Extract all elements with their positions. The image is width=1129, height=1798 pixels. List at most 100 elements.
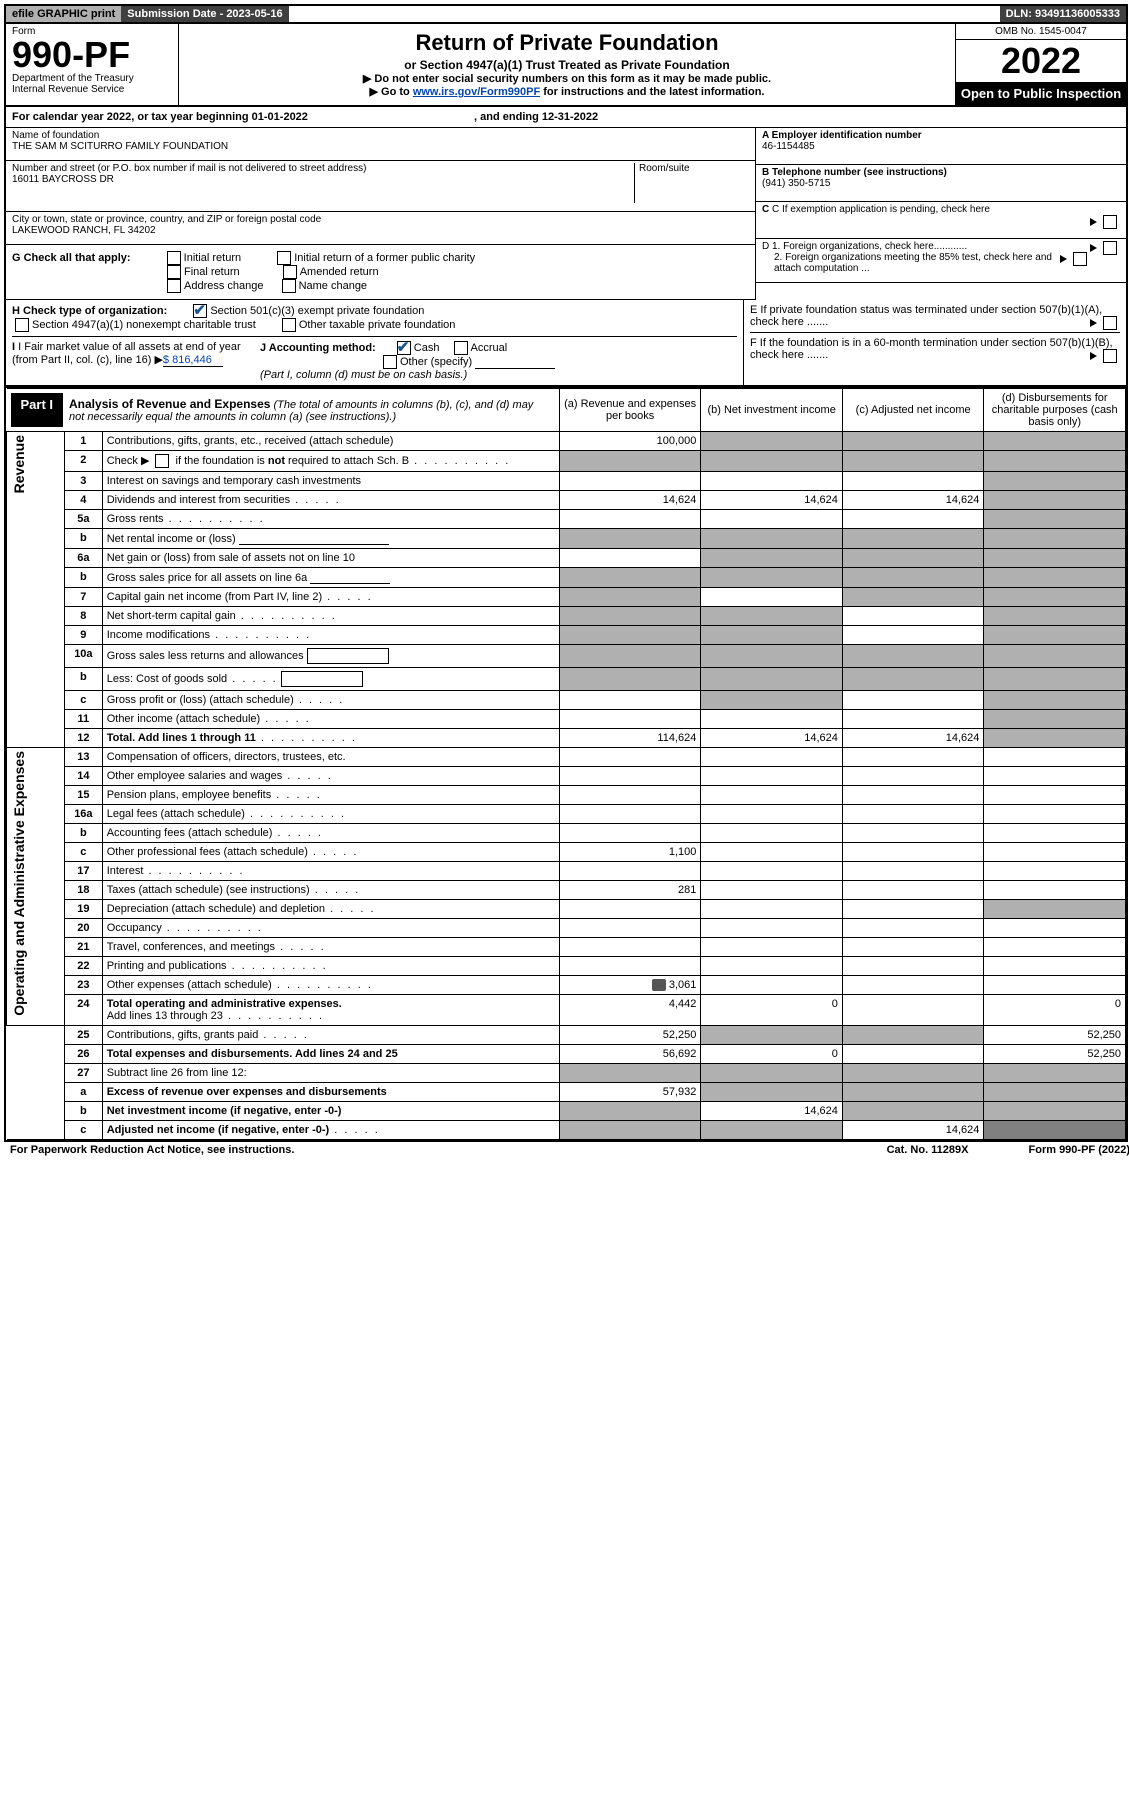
tax-year: 2022 bbox=[956, 40, 1126, 82]
col-b-header: (b) Net investment income bbox=[701, 389, 843, 432]
table-row: 21Travel, conferences, and meetings bbox=[7, 938, 1126, 957]
schb-checkbox[interactable] bbox=[155, 454, 169, 468]
form-header: Form 990-PF Department of the Treasury I… bbox=[6, 24, 1126, 107]
table-row: 2Check ▶ if the foundation is not requir… bbox=[7, 451, 1126, 472]
cat-no: Cat. No. 11289X bbox=[887, 1144, 969, 1156]
other-taxable-checkbox[interactable] bbox=[282, 318, 296, 332]
table-row: 26Total expenses and disbursements. Add … bbox=[7, 1045, 1126, 1064]
60month-checkbox[interactable] bbox=[1103, 349, 1117, 363]
initial-former-checkbox[interactable] bbox=[277, 251, 291, 265]
table-row: 19Depreciation (attach schedule) and dep… bbox=[7, 900, 1126, 919]
initial-return-checkbox[interactable] bbox=[167, 251, 181, 265]
page-footer: For Paperwork Reduction Act Notice, see … bbox=[4, 1142, 1129, 1158]
table-row: 20Occupancy bbox=[7, 919, 1126, 938]
section-g: G Check all that apply: Initial return I… bbox=[6, 245, 755, 300]
table-row: 7Capital gain net income (from Part IV, … bbox=[7, 588, 1126, 607]
foreign-checkbox[interactable] bbox=[1103, 241, 1117, 255]
foundation-name-field: Name of foundation THE SAM M SCITURRO FA… bbox=[6, 128, 755, 161]
dept-label: Department of the Treasury bbox=[12, 73, 172, 84]
table-row: cOther professional fees (attach schedul… bbox=[7, 843, 1126, 862]
col-a-header: (a) Revenue and expenses per books bbox=[559, 389, 701, 432]
col-d-header: (d) Disbursements for charitable purpose… bbox=[984, 389, 1126, 432]
fmv-value: $ 816,446 bbox=[163, 354, 223, 367]
street-field: Number and street (or P.O. box number if… bbox=[6, 161, 755, 212]
part1-desc: Analysis of Revenue and Expenses (The to… bbox=[63, 393, 555, 427]
attachment-icon[interactable] bbox=[652, 979, 666, 991]
form-990pf: efile GRAPHIC print Submission Date - 20… bbox=[4, 4, 1128, 1142]
table-row: 23Other expenses (attach schedule)3,061 bbox=[7, 976, 1126, 995]
table-row: 9Income modifications bbox=[7, 626, 1126, 645]
info-section: Name of foundation THE SAM M SCITURRO FA… bbox=[6, 128, 1126, 300]
analysis-table: Part I Analysis of Revenue and Expenses … bbox=[6, 388, 1126, 1140]
header-mid: Return of Private Foundation or Section … bbox=[179, 24, 955, 105]
ein-value: 46-1154485 bbox=[762, 141, 815, 152]
hij-left: H Check type of organization: Section 50… bbox=[6, 300, 743, 385]
goto-note: ▶ Go to www.irs.gov/Form990PF for instru… bbox=[185, 85, 949, 98]
street-address: 16011 BAYCROSS DR bbox=[12, 174, 634, 185]
foreign85-checkbox[interactable] bbox=[1073, 252, 1087, 266]
4947-checkbox[interactable] bbox=[15, 318, 29, 332]
table-row: 10aGross sales less returns and allowanc… bbox=[7, 645, 1126, 668]
foreign-field: D 1. Foreign organizations, check here..… bbox=[756, 239, 1126, 283]
name-change-checkbox[interactable] bbox=[282, 279, 296, 293]
info-left: Name of foundation THE SAM M SCITURRO FA… bbox=[6, 128, 755, 300]
ssn-note: ▶ Do not enter social security numbers o… bbox=[185, 72, 949, 85]
other-method-checkbox[interactable] bbox=[383, 355, 397, 369]
col-c-header: (c) Adjusted net income bbox=[842, 389, 984, 432]
dln: DLN: 93491136005333 bbox=[1000, 6, 1126, 22]
city-value: LAKEWOOD RANCH, FL 34202 bbox=[12, 225, 749, 236]
room-label: Room/suite bbox=[639, 163, 749, 174]
table-row: 16aLegal fees (attach schedule) bbox=[7, 805, 1126, 824]
header-right: OMB No. 1545-0047 2022 Open to Public In… bbox=[955, 24, 1126, 105]
form-title: Return of Private Foundation bbox=[185, 30, 949, 56]
address-change-checkbox[interactable] bbox=[167, 279, 181, 293]
table-row: 18Taxes (attach schedule) (see instructi… bbox=[7, 881, 1126, 900]
table-row: 25Contributions, gifts, grants paid52,25… bbox=[7, 1026, 1126, 1045]
info-right: A Employer identification number 46-1154… bbox=[755, 128, 1126, 300]
table-row: Operating and Administrative Expenses 13… bbox=[7, 748, 1126, 767]
table-row: 15Pension plans, employee benefits bbox=[7, 786, 1126, 805]
table-row: 3Interest on savings and temporary cash … bbox=[7, 472, 1126, 491]
table-row: bLess: Cost of goods sold bbox=[7, 668, 1126, 691]
arrow-icon bbox=[1090, 244, 1097, 252]
table-row: 6aNet gain or (loss) from sale of assets… bbox=[7, 549, 1126, 568]
arrow-icon bbox=[1090, 319, 1097, 327]
table-row: 5aGross rents bbox=[7, 510, 1126, 529]
final-return-checkbox[interactable] bbox=[167, 265, 181, 279]
calendar-year-row: For calendar year 2022, or tax year begi… bbox=[6, 107, 1126, 128]
instructions-link[interactable]: www.irs.gov/Form990PF bbox=[413, 86, 540, 98]
part1-label: Part I bbox=[11, 393, 64, 427]
table-row: Revenue 1Contributions, gifts, grants, e… bbox=[7, 432, 1126, 451]
paperwork-notice: For Paperwork Reduction Act Notice, see … bbox=[10, 1144, 294, 1156]
amended-return-checkbox[interactable] bbox=[283, 265, 297, 279]
irs-label: Internal Revenue Service bbox=[12, 84, 172, 95]
501c3-checkbox[interactable] bbox=[193, 304, 207, 318]
expenses-side-label: Operating and Administrative Expenses bbox=[11, 751, 27, 1016]
table-row: bNet investment income (if negative, ent… bbox=[7, 1102, 1126, 1121]
table-row: 8Net short-term capital gain bbox=[7, 607, 1126, 626]
efile-label: efile GRAPHIC print bbox=[6, 6, 121, 22]
table-row: bAccounting fees (attach schedule) bbox=[7, 824, 1126, 843]
pending-checkbox[interactable] bbox=[1103, 215, 1117, 229]
table-row: 12Total. Add lines 1 through 11114,62414… bbox=[7, 729, 1126, 748]
header-left: Form 990-PF Department of the Treasury I… bbox=[6, 24, 179, 105]
arrow-icon bbox=[1090, 218, 1097, 226]
form-subtitle: or Section 4947(a)(1) Trust Treated as P… bbox=[185, 58, 949, 72]
terminated-checkbox[interactable] bbox=[1103, 316, 1117, 330]
omb-number: OMB No. 1545-0047 bbox=[956, 24, 1126, 40]
table-row: bNet rental income or (loss) bbox=[7, 529, 1126, 549]
phone-field: B Telephone number (see instructions) (9… bbox=[756, 165, 1126, 202]
submission-date: Submission Date - 2023-05-16 bbox=[121, 6, 288, 22]
accrual-checkbox[interactable] bbox=[454, 341, 468, 355]
foundation-name: THE SAM M SCITURRO FAMILY FOUNDATION bbox=[12, 141, 749, 152]
table-row: aExcess of revenue over expenses and dis… bbox=[7, 1083, 1126, 1102]
cash-checkbox[interactable] bbox=[397, 341, 411, 355]
ein-field: A Employer identification number 46-1154… bbox=[756, 128, 1126, 165]
phone-value: (941) 350-5715 bbox=[762, 178, 830, 189]
form-ref: Form 990-PF (2022) bbox=[1029, 1144, 1129, 1156]
table-row: cAdjusted net income (if negative, enter… bbox=[7, 1121, 1126, 1140]
pending-field: C C If exemption application is pending,… bbox=[756, 202, 1126, 239]
hij-right: E If private foundation status was termi… bbox=[743, 300, 1126, 385]
city-field: City or town, state or province, country… bbox=[6, 212, 755, 245]
table-row: cGross profit or (loss) (attach schedule… bbox=[7, 691, 1126, 710]
